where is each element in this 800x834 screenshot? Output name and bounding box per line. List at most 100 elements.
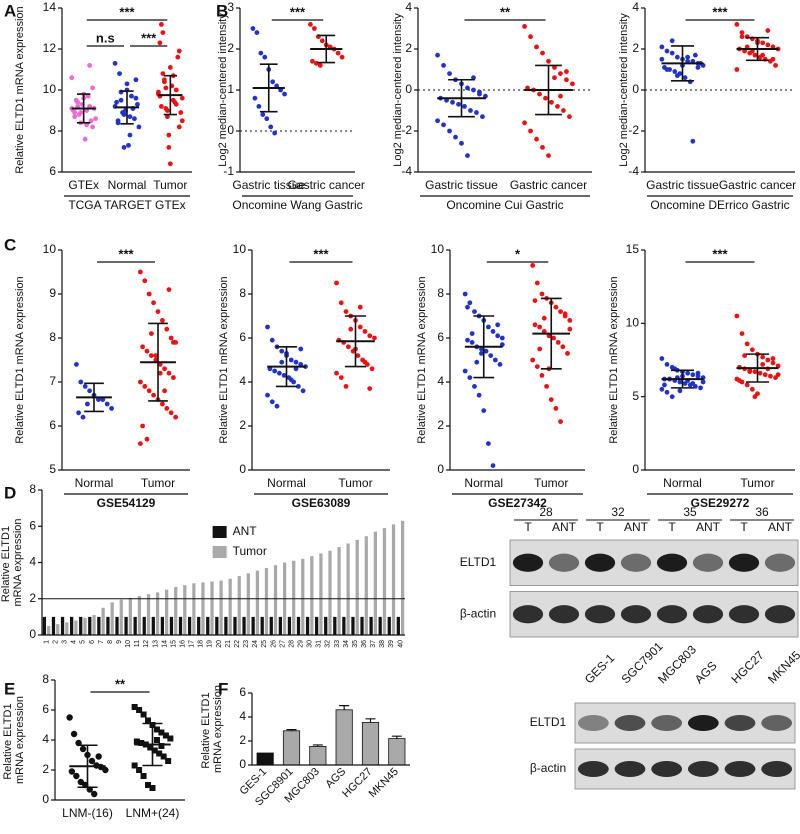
data-point [145,717,152,724]
data-point [539,373,545,378]
bar [333,616,337,635]
x-axis-label: Oncomine Cui Gastric [446,198,563,212]
blot-band [584,605,616,624]
lane-label: MKN45 [765,648,800,686]
data-point [348,326,354,332]
y-tick-label: 4 [437,374,444,388]
data-point [659,356,665,361]
x-tick-label: Normal [75,476,114,490]
blot-membrane [574,702,796,744]
data-point [160,753,167,760]
sd-bar [84,382,104,413]
x-tick-label: Gastric tissue [232,178,305,192]
data-point [157,370,163,376]
y-tick-label: 0 [42,792,49,806]
blot-membrane [574,748,796,790]
sd-bar [163,74,178,116]
y-axis-label: Log2 median-centered intensity [392,13,404,167]
sd-bar [120,90,134,125]
data-point [138,269,143,275]
data-point [488,353,494,358]
data-point [567,318,573,323]
bar [228,578,232,635]
bar [83,617,87,635]
data-point [272,130,278,136]
data-point [132,116,137,122]
data-point [564,69,569,74]
blot-band [656,553,688,572]
blot-band [724,715,756,731]
data-point [467,375,473,380]
data-point [447,71,452,76]
bar [133,616,137,635]
panel-letter: E [4,679,15,698]
bar [60,616,65,635]
data-point [477,89,482,95]
bar [287,616,292,635]
x-tick-label: 19 [207,640,214,648]
data-point [72,114,78,120]
lane-label: T [740,520,748,534]
y-tick-label: 0 [239,757,246,771]
data-point [532,298,538,303]
x-tick-label: 14 [161,640,168,648]
y-tick-label: 0 [437,462,444,476]
x-tick-label: Normal [464,476,503,490]
data-point [142,384,148,389]
data-point [295,384,301,389]
y-tick-label: 8 [239,286,246,300]
data-point [162,366,168,372]
data-point [534,44,539,50]
y-tick-label: 14 [43,0,57,14]
data-point [175,54,181,60]
significance-label: *** [118,246,134,261]
data-point [471,87,476,93]
y-tick-label: 2 [239,733,246,747]
bar [160,616,165,635]
data-point [459,140,464,146]
data-point [773,63,778,68]
data-point [300,388,306,394]
blot-band [687,761,719,777]
data-point [690,372,696,378]
data-point [492,357,498,363]
data-point [163,85,169,91]
lane-label: T [524,520,532,534]
data-point [465,153,470,159]
data-point [76,112,82,117]
data-point [760,52,766,58]
bar [273,565,278,635]
bar [178,616,183,635]
data-point [78,379,84,385]
bar [142,616,146,635]
data-point [528,128,533,134]
x-tick-label: 16 [180,640,187,648]
group-label: 36 [755,505,769,519]
bar [260,616,264,635]
x-axis-label: GSE54129 [97,496,156,510]
error-bar [312,744,323,747]
significance-label: ** [115,676,126,691]
y-tick-label: 12 [43,41,57,55]
blot-band [548,553,580,572]
data-point [467,300,473,306]
blot-band [577,715,609,731]
error-bar [391,735,402,739]
data-point [450,99,455,105]
y-tick-label: 0 [227,123,234,137]
data-point [664,362,670,367]
data-point [700,379,706,385]
data-point [156,750,163,757]
data-point [156,89,161,95]
legend-swatch [212,546,227,558]
data-point [540,145,545,150]
x-tick-label: 5 [80,640,87,644]
blot-band [692,553,724,572]
data-point [168,335,174,341]
data-point [737,378,742,383]
significance-label: * [515,246,521,261]
data-point [367,386,373,391]
y-tick-label: 6 [49,164,56,178]
data-point [485,324,491,330]
data-point [532,322,538,328]
